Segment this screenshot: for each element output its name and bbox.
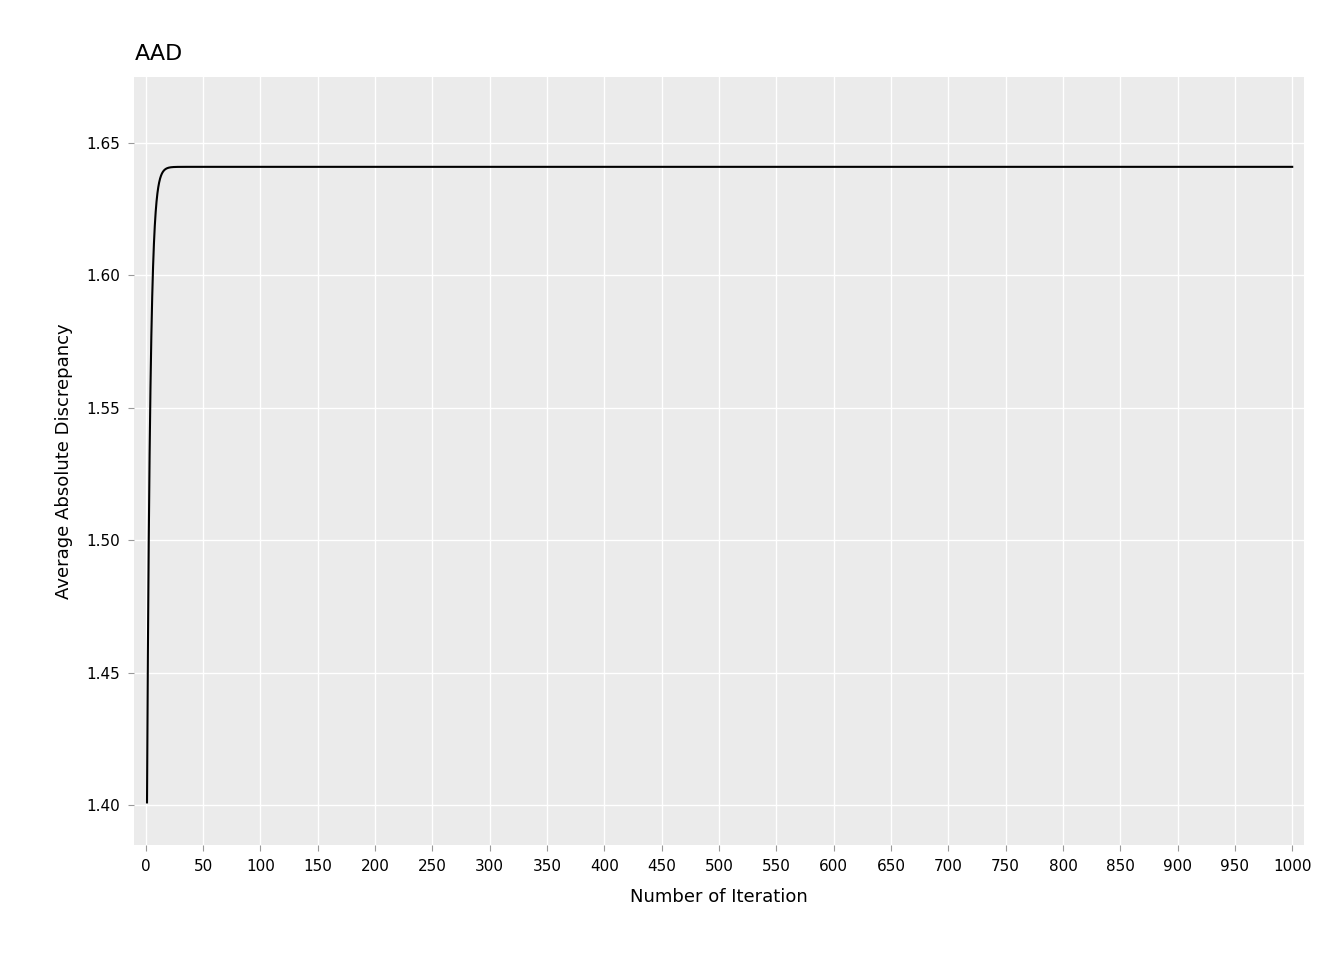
Text: AAD: AAD bbox=[134, 44, 183, 64]
Y-axis label: Average Absolute Discrepancy: Average Absolute Discrepancy bbox=[55, 323, 73, 599]
X-axis label: Number of Iteration: Number of Iteration bbox=[630, 888, 808, 905]
